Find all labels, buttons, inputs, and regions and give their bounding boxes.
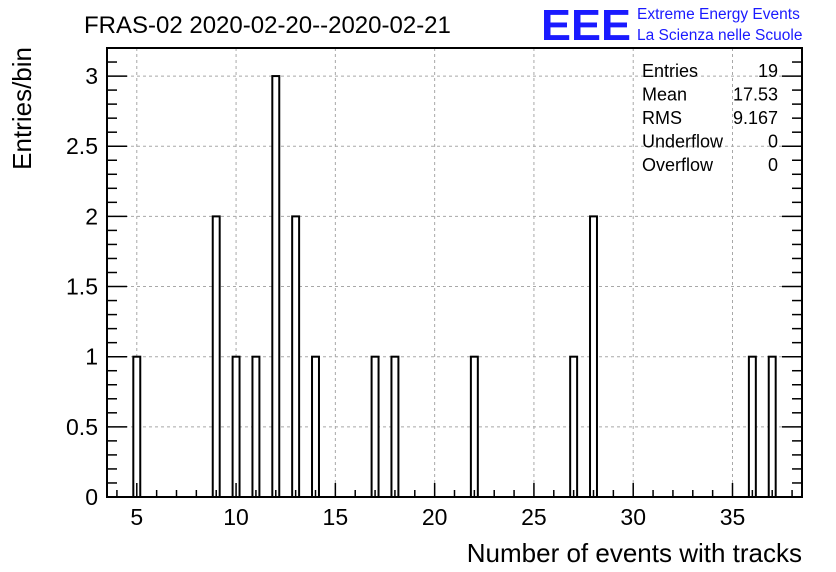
grid-lines bbox=[107, 48, 802, 497]
histogram-bar bbox=[271, 75, 281, 498]
stat-label: Mean bbox=[642, 85, 687, 105]
stat-label: Entries bbox=[642, 61, 698, 81]
histogram-bar bbox=[589, 215, 598, 498]
histogram-bar bbox=[569, 355, 579, 498]
histogram-bar bbox=[132, 355, 142, 498]
y-tick-labels: 0 0.5 1 1.5 2 2.5 3 bbox=[66, 63, 98, 510]
x-tick-label: 25 bbox=[521, 504, 547, 530]
logo-line-1: Extreme Energy Events bbox=[637, 6, 800, 23]
histogram-bar bbox=[251, 355, 261, 498]
stat-value: 19 bbox=[758, 61, 778, 81]
x-tick-label: 35 bbox=[720, 504, 746, 530]
histogram-bar bbox=[767, 355, 777, 498]
y-tick-label: 0.5 bbox=[66, 414, 98, 440]
eee-logo-mark: EEE bbox=[541, 1, 631, 50]
plot-frame bbox=[106, 47, 803, 498]
histogram-bar bbox=[390, 355, 400, 498]
histogram-bar bbox=[291, 215, 301, 498]
stat-value: 17.53 bbox=[733, 85, 778, 105]
stat-value: 9.167 bbox=[733, 108, 778, 128]
chart-title: FRAS-02 2020-02-20--2020-02-21 bbox=[84, 12, 451, 39]
y-tick-label: 2 bbox=[85, 203, 98, 229]
stat-label: Overflow bbox=[642, 155, 714, 175]
stat-label: Underflow bbox=[642, 132, 724, 152]
histogram-bar bbox=[370, 355, 380, 498]
y-axis-label: Entries/bin bbox=[7, 47, 37, 170]
x-tick-label: 10 bbox=[223, 504, 249, 530]
x-tick-label: 5 bbox=[130, 504, 143, 530]
x-tick-labels: 5 10 15 20 25 30 35 bbox=[130, 504, 745, 530]
stats-box: Entries 19 Mean 17.53 RMS 9.167 Underflow 0 Over… bbox=[642, 61, 778, 175]
stat-value: 0 bbox=[768, 132, 778, 152]
x-tick-label: 20 bbox=[422, 504, 448, 530]
axis-ticks bbox=[107, 47, 802, 498]
histogram-bar bbox=[469, 355, 479, 498]
histogram-bar bbox=[311, 355, 320, 498]
x-axis-label: Number of events with tracks bbox=[467, 538, 802, 568]
histogram-bar bbox=[211, 215, 221, 498]
histogram-bar bbox=[747, 355, 757, 498]
x-tick-label: 15 bbox=[323, 504, 349, 530]
y-tick-label: 1.5 bbox=[66, 274, 98, 300]
y-tick-label: 2.5 bbox=[66, 133, 98, 159]
x-tick-label: 30 bbox=[620, 504, 646, 530]
logo-line-2: La Scienza nelle Scuole bbox=[637, 27, 802, 44]
stat-value: 0 bbox=[768, 155, 778, 175]
stat-label: RMS bbox=[642, 108, 682, 128]
y-tick-label: 3 bbox=[85, 63, 98, 89]
y-tick-label: 1 bbox=[85, 344, 98, 370]
histogram-bar bbox=[231, 355, 241, 498]
y-tick-label: 0 bbox=[85, 484, 98, 510]
